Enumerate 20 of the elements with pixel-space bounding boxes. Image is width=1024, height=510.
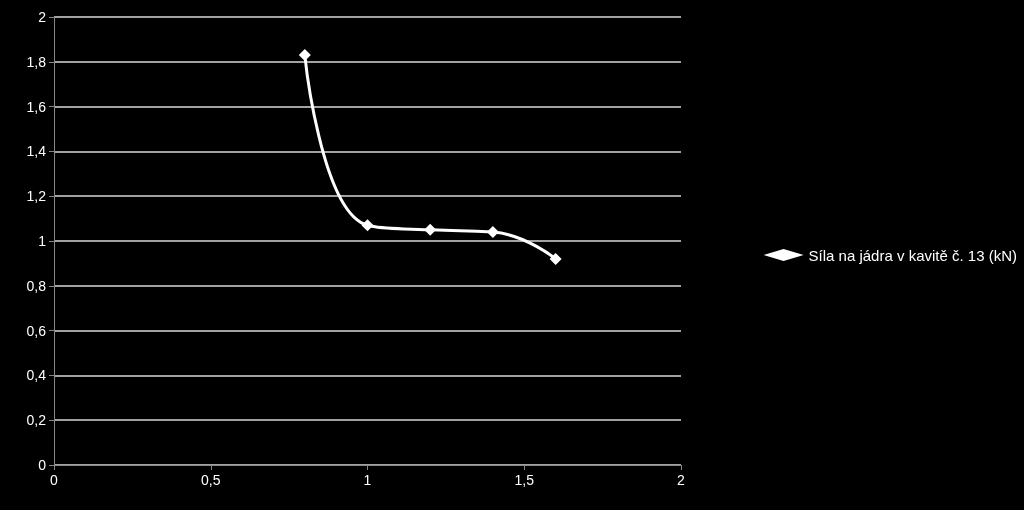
y-tick-label: 1 <box>38 233 47 249</box>
y-tick-label: 1,4 <box>26 143 47 160</box>
point <box>424 223 437 236</box>
point <box>361 219 374 232</box>
point <box>549 252 562 265</box>
x-tick-label: 0 <box>50 472 59 488</box>
y-tick-label: 1,6 <box>26 98 47 115</box>
y-tick-label: 0,4 <box>26 367 47 384</box>
y-tick-label: 0 <box>38 457 47 473</box>
y-tick-label: 1,2 <box>26 188 47 205</box>
y-tick-label: 1,8 <box>26 53 47 70</box>
y-tick-label: 0,6 <box>26 322 47 339</box>
y-tick-label: 0,8 <box>26 277 47 294</box>
x-tick-label: 0,5 <box>201 472 221 488</box>
legend-label: Síla na jádra v kavitě č. 13 (kN) <box>808 246 1017 264</box>
y-tick-label: 0,2 <box>26 412 47 429</box>
y-tick-label: 2 <box>38 9 47 25</box>
x-tick-label: 1 <box>363 472 372 488</box>
x-tick-label: 1,5 <box>514 472 535 488</box>
x-tick-label: 2 <box>677 472 686 488</box>
